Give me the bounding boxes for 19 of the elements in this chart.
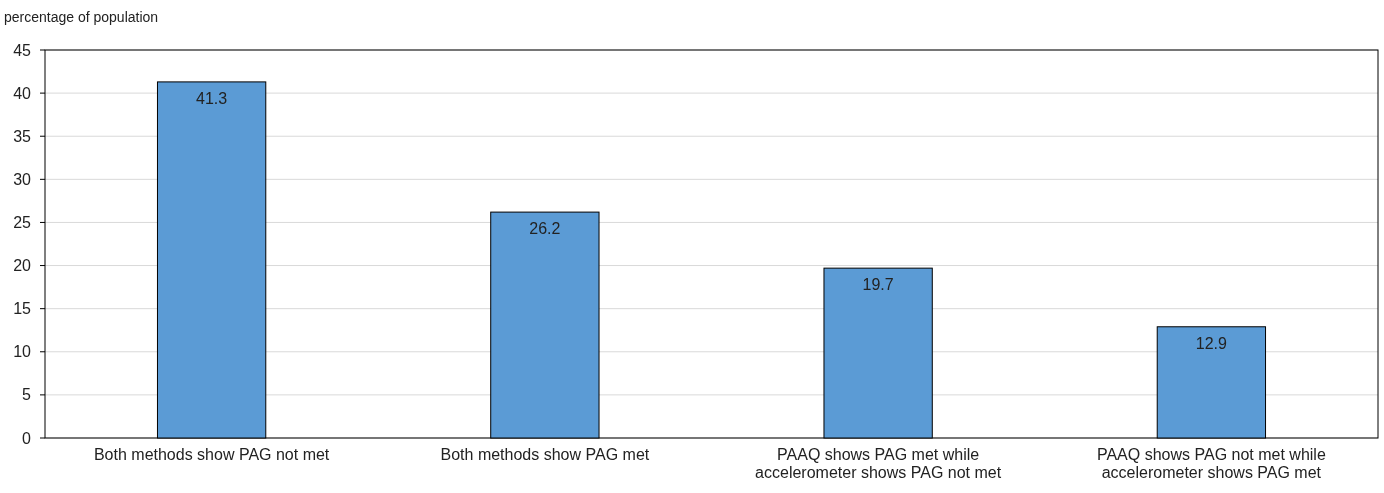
x-tick-label: Both methods show PAG met: [440, 446, 650, 463]
y-tick-label: 10: [13, 343, 32, 361]
y-tick-label: 20: [13, 257, 32, 275]
x-tick-label: PAAQ shows PAG met while accelerometer shows PAG not met: [755, 446, 1002, 481]
y-tick-label: 0: [22, 429, 32, 447]
data-label: 26.2: [529, 220, 561, 238]
y-tick-label: 5: [22, 386, 32, 404]
y-tick-label: 40: [13, 84, 32, 102]
y-axis-title: percentage of population: [4, 9, 159, 25]
x-tick-label: Both methods show PAG not met: [93, 446, 330, 463]
y-tick-label: 35: [13, 127, 32, 145]
y-tick-label: 30: [13, 170, 32, 188]
data-label: 41.3: [196, 89, 228, 107]
y-tick-label: 25: [13, 214, 32, 232]
data-label: 19.7: [862, 276, 894, 294]
y-tick-label: 15: [13, 300, 32, 318]
y-tick-label: 45: [13, 41, 32, 59]
data-label: 12.9: [1195, 334, 1228, 352]
x-tick-label: PAAQ shows PAG not met while accelerometer shows PAG met: [1096, 446, 1326, 481]
